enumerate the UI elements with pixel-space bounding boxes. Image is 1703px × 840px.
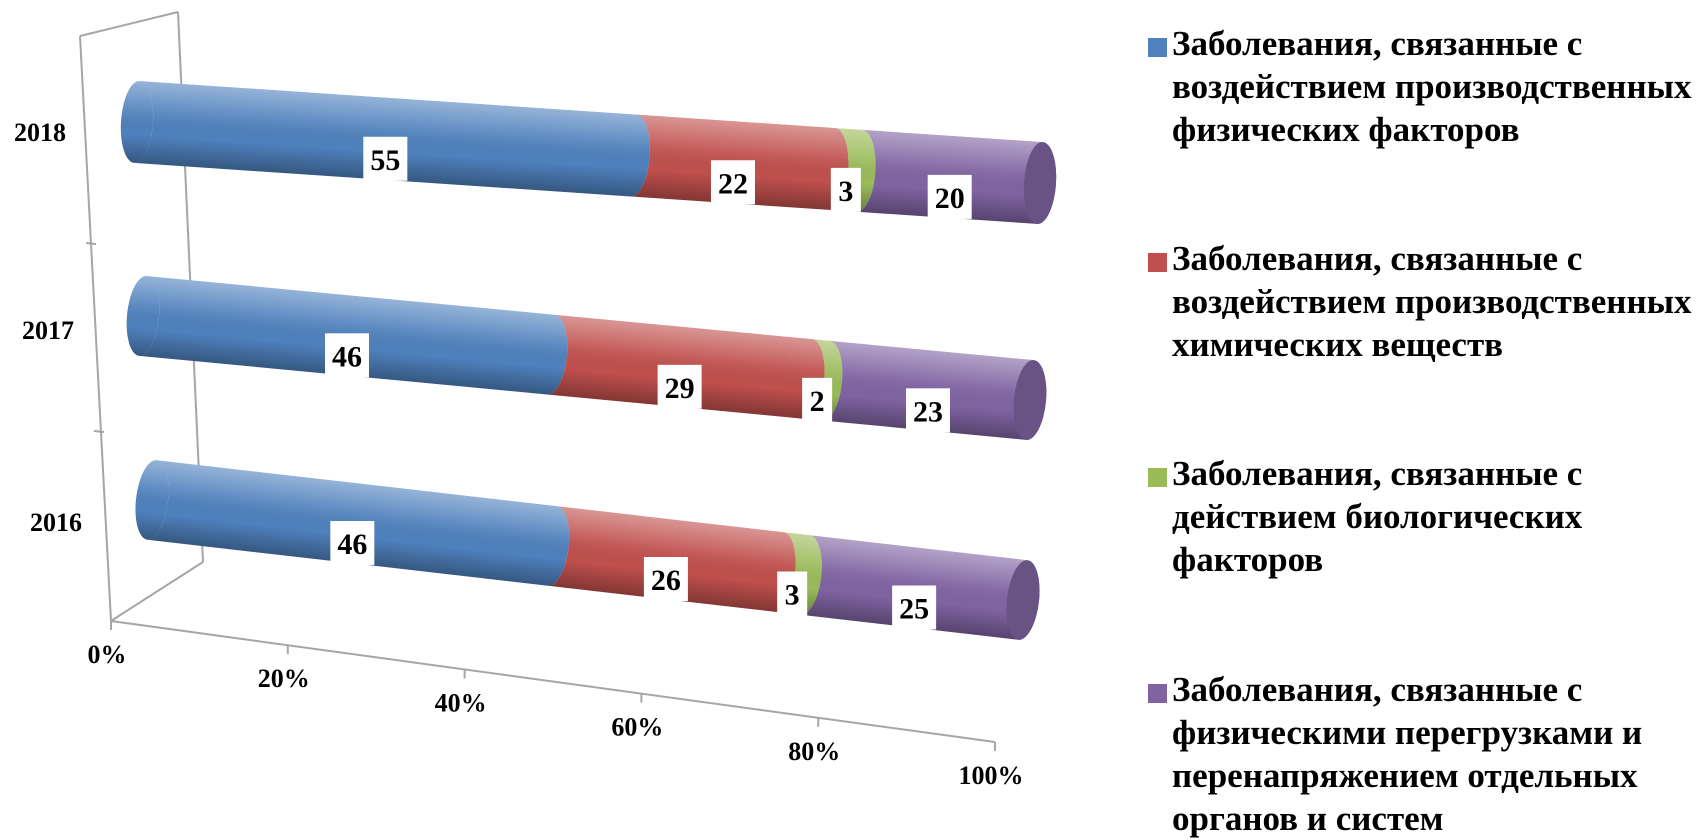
data-label: 22 bbox=[710, 160, 755, 205]
svg-text:55: 55 bbox=[370, 144, 400, 177]
svg-text:3: 3 bbox=[838, 175, 853, 208]
data-label: 2 bbox=[802, 377, 833, 422]
x-tick-label: 100% bbox=[959, 761, 1024, 790]
data-label: 26 bbox=[643, 557, 688, 601]
legend-item: Заболевания, связанные с воздействием пр… bbox=[1140, 237, 1692, 366]
svg-text:26: 26 bbox=[651, 564, 681, 597]
data-label: 23 bbox=[905, 388, 950, 433]
legend-swatch bbox=[1148, 38, 1167, 57]
x-tick-label: 0% bbox=[88, 640, 127, 669]
data-label: 46 bbox=[330, 521, 375, 565]
svg-text:29: 29 bbox=[665, 372, 695, 405]
data-label: 3 bbox=[777, 571, 808, 616]
svg-text:46: 46 bbox=[337, 528, 367, 561]
svg-text:22: 22 bbox=[718, 167, 748, 200]
svg-text:3: 3 bbox=[785, 579, 800, 612]
bar-end-face-shade bbox=[1006, 560, 1040, 640]
legend-label: Заболевания, связанные с физическими пер… bbox=[1172, 670, 1643, 838]
svg-text:23: 23 bbox=[913, 395, 943, 428]
data-label: 3 bbox=[830, 167, 861, 212]
bar-segment bbox=[804, 339, 843, 421]
bar-end-face-shade bbox=[1023, 142, 1057, 224]
data-label: 29 bbox=[657, 364, 702, 409]
legend-item: Заболевания, связанные с действием биоло… bbox=[1140, 452, 1692, 581]
legend-swatch bbox=[1148, 468, 1167, 487]
bar-end-face bbox=[1006, 560, 1040, 640]
y-category-label: 2018 bbox=[14, 118, 66, 147]
data-label: 46 bbox=[325, 333, 370, 378]
data-label: 25 bbox=[892, 585, 937, 630]
svg-text:20: 20 bbox=[935, 182, 965, 215]
legend-swatch bbox=[1148, 253, 1167, 272]
data-label: 55 bbox=[363, 136, 408, 181]
bar-end-cap-shade bbox=[135, 460, 169, 540]
svg-text:25: 25 bbox=[899, 593, 929, 626]
x-tick-label: 60% bbox=[611, 713, 663, 742]
bar-end-face bbox=[1023, 142, 1057, 224]
y-category-label: 2016 bbox=[30, 508, 82, 537]
x-tick-label: 80% bbox=[788, 737, 840, 766]
x-tick-label: 40% bbox=[435, 688, 487, 717]
bar-end-face-shade bbox=[1013, 360, 1047, 440]
svg-text:2: 2 bbox=[810, 385, 825, 418]
bar-end-cap-shade bbox=[120, 81, 154, 163]
bar-end-face bbox=[1013, 360, 1047, 440]
svg-text:46: 46 bbox=[332, 340, 362, 373]
legend-swatch bbox=[1148, 684, 1167, 703]
legend-label: Заболевания, связанные с воздействием пр… bbox=[1172, 24, 1692, 149]
x-tick-label: 20% bbox=[258, 664, 310, 693]
legend-label: Заболевания, связанные с действием биоло… bbox=[1172, 454, 1583, 579]
bar-end-cap-shade bbox=[126, 276, 160, 356]
legend-item: Заболевания, связанные с воздействием пр… bbox=[1140, 22, 1692, 151]
y-category-label: 2017 bbox=[22, 316, 74, 345]
legend-item: Заболевания, связанные с физическими пер… bbox=[1140, 668, 1692, 840]
bar-cylinder bbox=[120, 81, 1057, 224]
legend-label: Заболевания, связанные с воздействием пр… bbox=[1172, 239, 1692, 364]
data-label: 20 bbox=[927, 174, 972, 219]
